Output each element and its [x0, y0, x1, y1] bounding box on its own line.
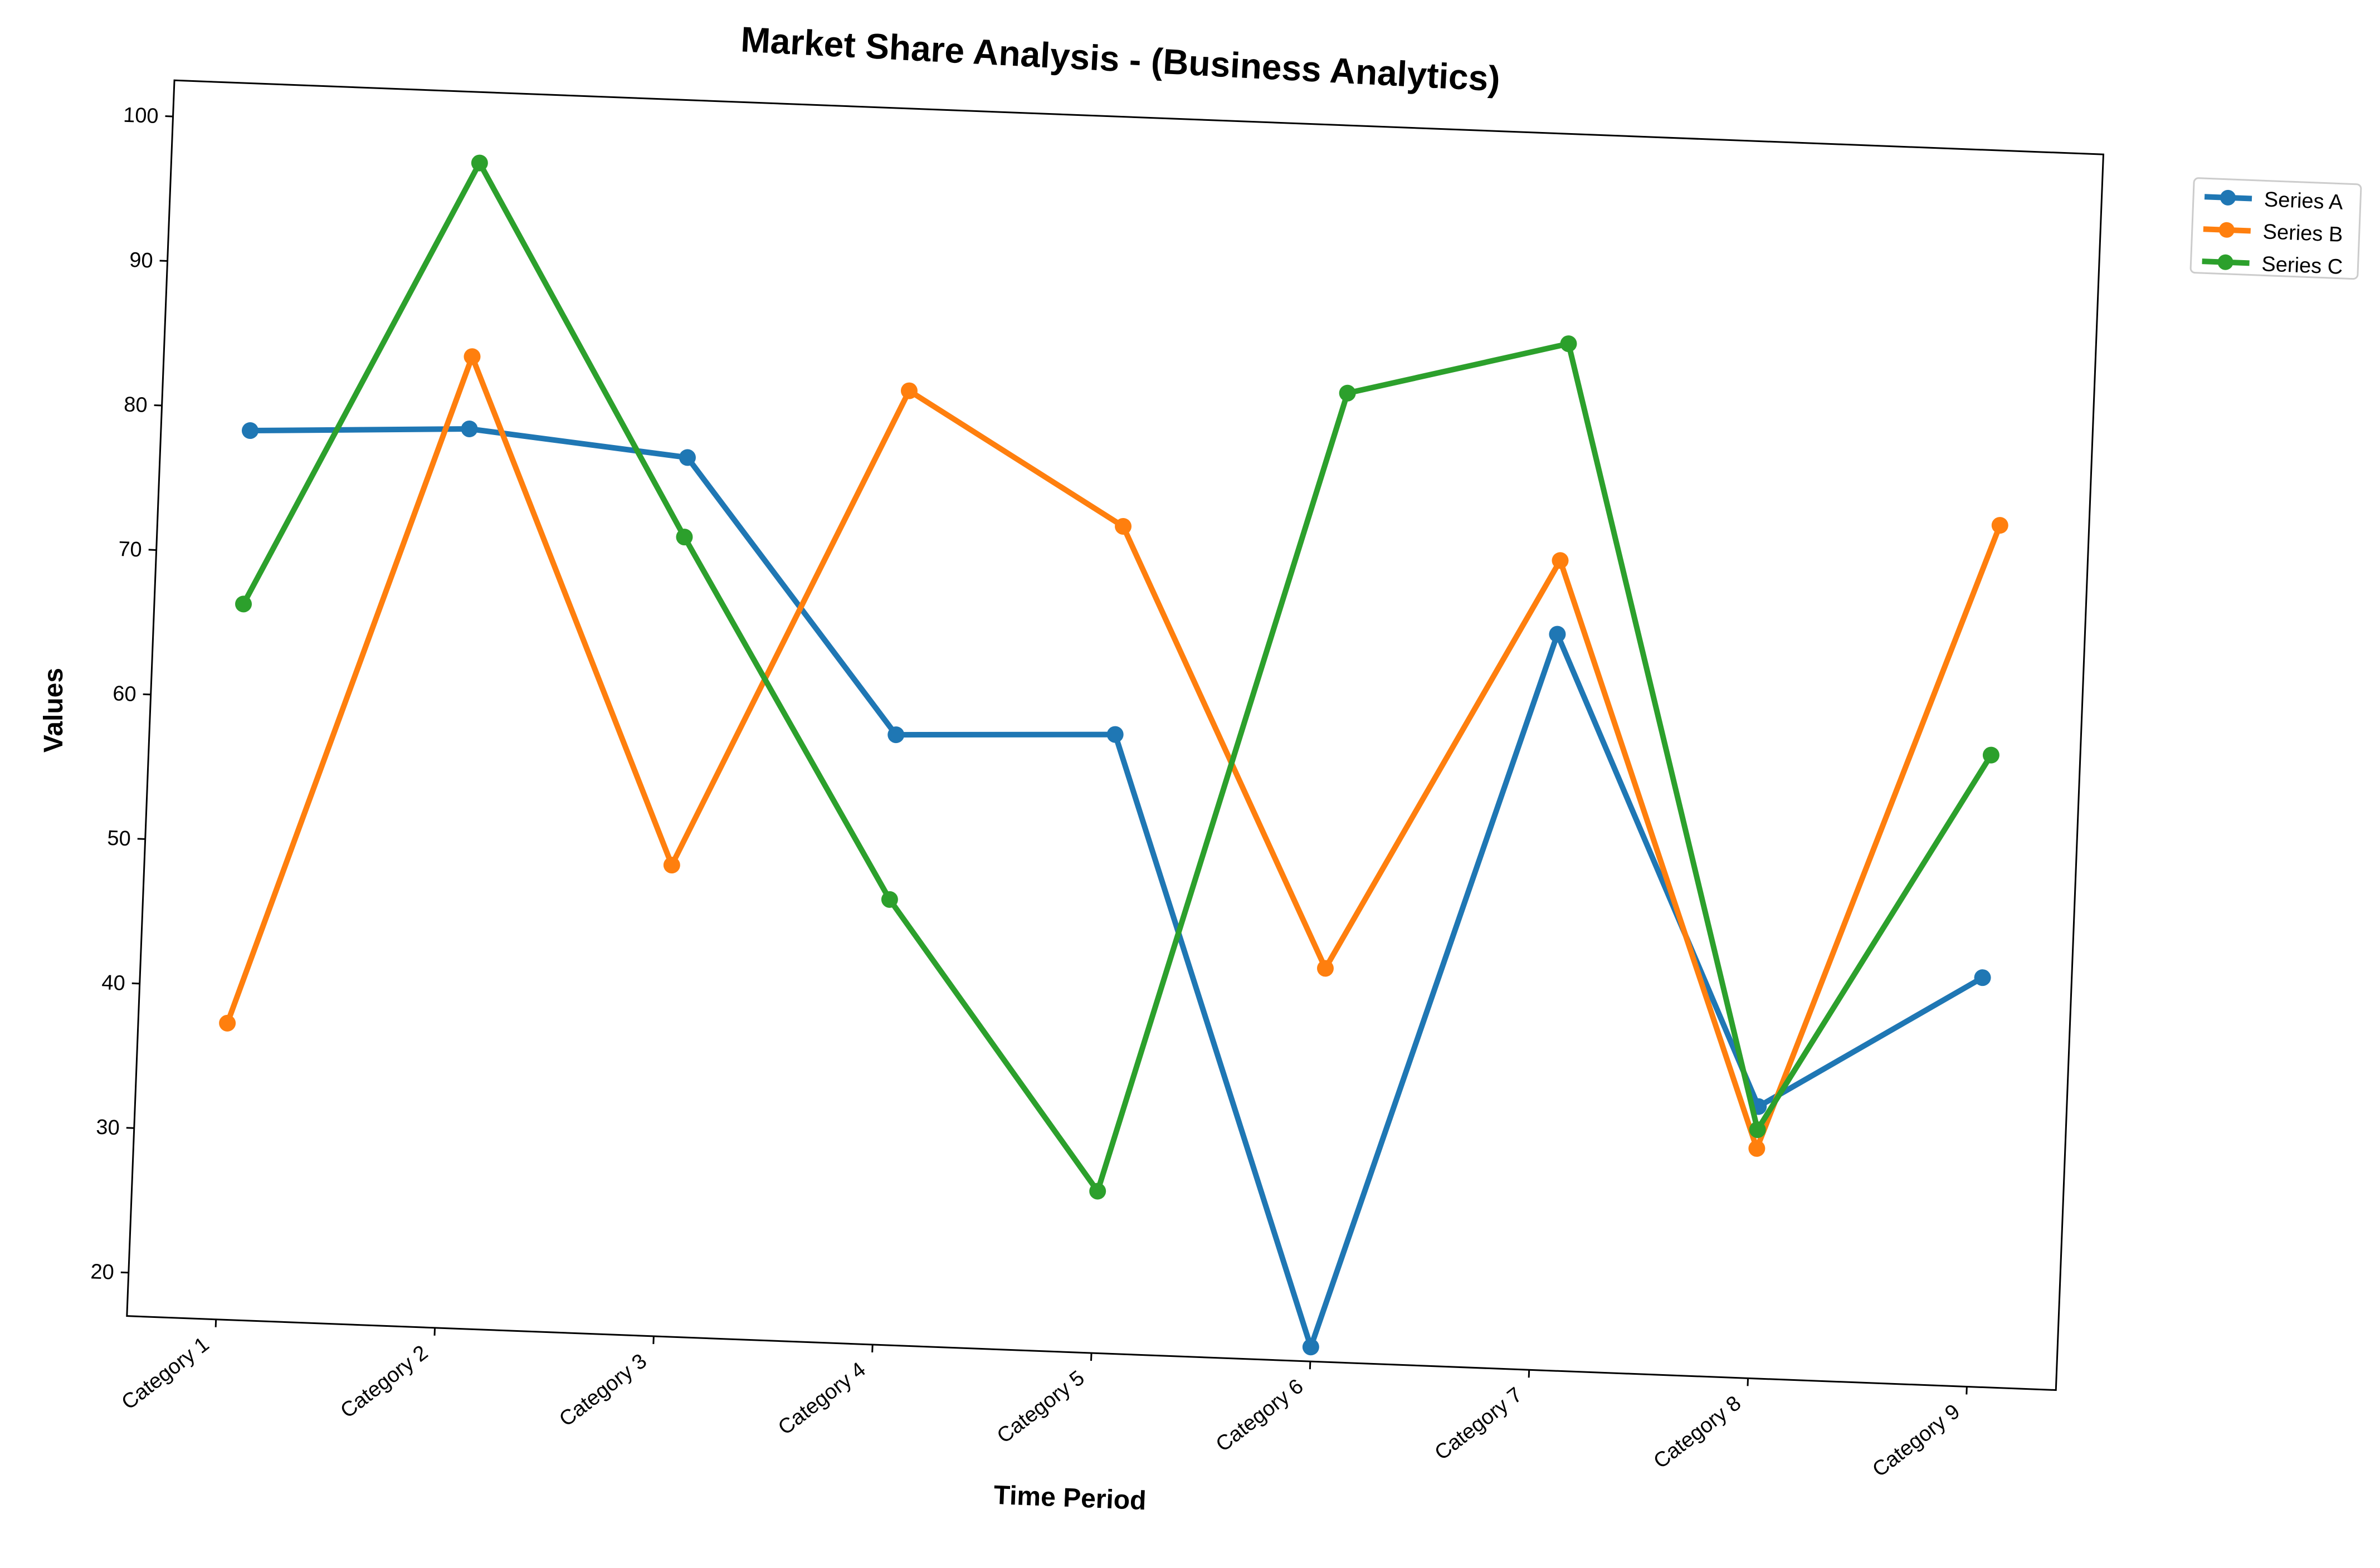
- data-point: [1549, 626, 1566, 643]
- data-point: [461, 420, 478, 437]
- chart-title: Market Share Analysis - (Business Analyt…: [740, 19, 1501, 99]
- y-tick-mark: [120, 1271, 129, 1274]
- y-tick-label: 90: [129, 248, 153, 273]
- legend-label: Series C: [2261, 252, 2343, 279]
- data-point: [1552, 552, 1569, 569]
- y-tick-mark: [126, 1127, 134, 1129]
- data-point: [1974, 969, 1991, 986]
- y-tick-label: 30: [96, 1116, 120, 1140]
- x-tick-mark: [871, 1344, 874, 1353]
- data-point: [663, 857, 680, 874]
- y-tick-label: 70: [118, 538, 143, 562]
- y-tick-mark: [131, 982, 140, 985]
- y-tick-label: 100: [123, 104, 159, 128]
- data-point: [1560, 335, 1577, 353]
- series-line: [241, 160, 1994, 1194]
- x-tick-label: Category 7: [1431, 1383, 1527, 1465]
- data-point: [1982, 746, 1999, 764]
- data-point: [219, 1014, 236, 1032]
- data-point: [887, 726, 905, 744]
- data-point: [1106, 726, 1124, 743]
- data-point: [679, 449, 696, 466]
- y-tick-label: 50: [107, 827, 131, 851]
- data-point: [464, 348, 481, 365]
- plot-area: 20 30 40 50 60 70 80 90 100 Category 1 Category 2…: [90, 79, 2105, 1482]
- data-point: [235, 595, 252, 613]
- data-point: [1115, 517, 1132, 535]
- series-layer: [219, 154, 2008, 1356]
- data-point: [1991, 517, 2008, 534]
- y-tick-label: 40: [101, 971, 126, 995]
- data-point: [471, 154, 488, 172]
- x-tick-label: Category 4: [774, 1358, 870, 1440]
- y-tick-mark: [154, 404, 162, 407]
- x-tick-label: Category 5: [993, 1366, 1089, 1448]
- data-point: [1748, 1140, 1766, 1157]
- y-tick-mark: [143, 693, 151, 696]
- y-axis: 20 30 40 50 60 70 80 90 100: [90, 104, 173, 1284]
- series-line: [247, 426, 1986, 1350]
- data-point: [676, 529, 693, 546]
- series-1: [241, 420, 1991, 1356]
- x-tick-label: Category 6: [1212, 1375, 1308, 1457]
- series-2: [219, 348, 2008, 1157]
- legend-label: Series B: [2262, 220, 2343, 246]
- y-tick-label: 60: [113, 682, 137, 706]
- x-tick-label: Category 8: [1650, 1391, 1746, 1473]
- x-tick-mark: [652, 1336, 655, 1344]
- legend-marker: [2217, 254, 2233, 270]
- y-axis-label: Values: [39, 668, 69, 753]
- data-point: [1316, 960, 1334, 977]
- x-tick-label: Category 1: [118, 1332, 214, 1414]
- data-point: [1302, 1339, 1319, 1356]
- legend: Series A Series B Series C: [2189, 177, 2362, 280]
- data-point: [881, 891, 898, 908]
- x-axis: Category 1 Category 2 Category 3 Category 4…: [118, 1319, 1968, 1482]
- data-point: [1089, 1183, 1106, 1200]
- data-point: [1339, 384, 1356, 402]
- y-tick-label: 80: [124, 393, 148, 417]
- legend-marker: [2220, 189, 2236, 206]
- legend-marker: [2218, 222, 2235, 238]
- x-axis-label: Time Period: [993, 1481, 1147, 1516]
- data-point: [1749, 1121, 1766, 1139]
- series-3: [235, 154, 1999, 1200]
- data-point: [900, 382, 918, 399]
- x-tick-label: Category 2: [336, 1341, 432, 1423]
- data-point: [241, 422, 259, 439]
- y-tick-mark: [165, 115, 173, 118]
- y-tick-label: 20: [90, 1260, 115, 1284]
- x-tick-label: Category 9: [1868, 1400, 1964, 1482]
- x-tick-label: Category 3: [555, 1349, 651, 1431]
- legend-label: Series A: [2264, 188, 2344, 214]
